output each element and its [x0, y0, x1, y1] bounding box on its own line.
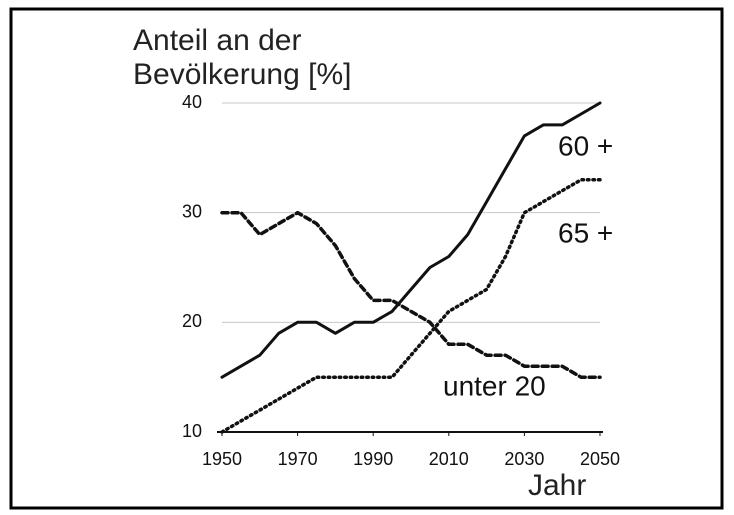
- y-tick-label: 40: [182, 92, 202, 112]
- y-axis-label: Bevölkerung [%]: [133, 58, 351, 91]
- series-line: [220, 101, 602, 379]
- x-tick-label: 1990: [353, 449, 393, 469]
- x-tick-label: 1950: [202, 449, 242, 469]
- series-line: [220, 178, 602, 434]
- x-tick-label: 2010: [429, 449, 469, 469]
- y-tick-label: 30: [182, 201, 202, 221]
- x-axis-label: Jahr: [528, 469, 586, 502]
- y-tick-label: 10: [182, 421, 202, 441]
- series-label: 65 +: [558, 217, 613, 248]
- series-label: 60 +: [558, 130, 613, 161]
- frame: [9, 7, 724, 510]
- x-tick-label: 2050: [580, 449, 620, 469]
- y-tick-label: 20: [182, 311, 202, 331]
- x-tick-label: 1970: [278, 449, 318, 469]
- series-label: unter 20: [443, 370, 546, 401]
- y-axis-label: Anteil an der: [133, 24, 301, 57]
- series-line: [220, 210, 602, 379]
- x-tick-label: 2030: [504, 449, 544, 469]
